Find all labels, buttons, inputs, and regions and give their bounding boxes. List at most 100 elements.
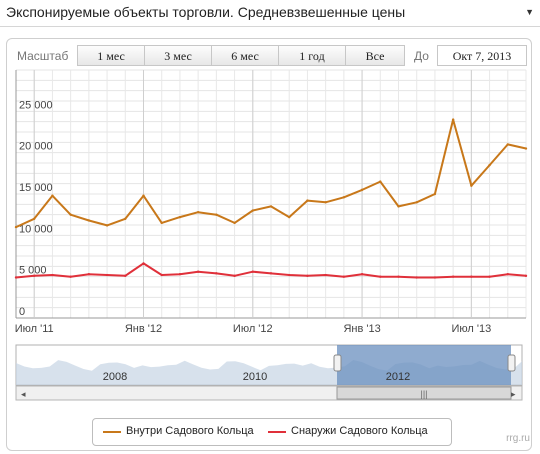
y-tick-label: 25 000: [19, 99, 53, 111]
data-point: [470, 275, 473, 278]
data-point: [196, 270, 200, 273]
plot-grid: [15, 69, 527, 319]
data-point: [288, 273, 291, 277]
data-point: [196, 210, 200, 214]
legend: Внутри Садового Кольца Снаружи Садового …: [92, 418, 452, 446]
data-point: [51, 194, 54, 197]
data-point: [488, 275, 491, 278]
y-tick-label: 5 000: [19, 265, 47, 277]
data-point: [69, 275, 72, 278]
data-point: [433, 192, 437, 196]
x-tick-label: Июл '11: [15, 323, 54, 335]
data-point: [379, 275, 382, 278]
data-point: [14, 225, 18, 229]
data-point: [124, 274, 127, 278]
data-point: [360, 272, 364, 276]
range-button-all[interactable]: Все: [345, 45, 405, 66]
data-point: [87, 272, 91, 276]
data-point: [160, 273, 163, 277]
x-tick-label: Июл '13: [451, 323, 491, 335]
data-point: [415, 201, 418, 204]
data-point: [470, 184, 473, 187]
data-point: [178, 272, 182, 276]
data-point: [51, 273, 54, 277]
data-point: [33, 217, 36, 220]
data-point: [269, 205, 273, 208]
data-point: [215, 213, 218, 216]
range-button-1y[interactable]: 1 год: [278, 45, 346, 66]
data-point: [324, 273, 327, 277]
data-point: [160, 221, 163, 225]
dropdown-arrow-icon[interactable]: ▼: [525, 7, 534, 17]
data-point: [506, 143, 509, 146]
data-point: [324, 201, 327, 204]
data-point: [488, 163, 491, 167]
y-tick-label: 20 000: [19, 141, 53, 153]
data-point: [142, 194, 145, 197]
data-point: [415, 276, 418, 279]
data-point: [69, 213, 72, 216]
legend-item-outside[interactable]: Снаружи Садового Кольца: [291, 425, 428, 437]
y-tick-label: 10 000: [19, 223, 53, 235]
data-point: [124, 217, 127, 220]
dataset-select[interactable]: Экспонируемые объекты торговли. Средневз…: [0, 0, 540, 27]
data-point: [379, 180, 382, 183]
data-point: [269, 272, 273, 275]
data-point: [451, 118, 455, 121]
data-point: [233, 221, 236, 225]
navigator-left-handle[interactable]: [333, 354, 342, 372]
series-lines: [14, 118, 528, 279]
navigator-selected-range: [337, 345, 511, 385]
data-point: [342, 196, 346, 199]
scroll-right-icon: ▸: [511, 389, 516, 399]
legend-swatch-inside: [103, 431, 121, 433]
dataset-select-value: Экспонируемые объекты торговли. Средневз…: [6, 4, 406, 20]
data-point: [306, 274, 309, 278]
data-point: [142, 262, 145, 265]
data-point: [178, 215, 182, 219]
data-point: [14, 276, 18, 279]
data-point: [451, 275, 455, 278]
data-point: [33, 274, 36, 278]
x-tick-label: Янв '12: [125, 323, 162, 335]
x-tick-label: Июл '12: [233, 323, 273, 335]
data-point: [342, 275, 346, 278]
navigator-year-label: 2008: [103, 371, 127, 383]
navigator-right-handle[interactable]: [507, 354, 516, 372]
legend-item-inside[interactable]: Внутри Садового Кольца: [126, 425, 254, 437]
data-point: [397, 205, 400, 208]
watermark: rrg.ru: [506, 433, 530, 444]
range-to-label: До: [414, 49, 429, 63]
navigator-scrollbar-thumb[interactable]: [336, 386, 512, 400]
data-point: [105, 273, 109, 277]
data-point: [105, 224, 109, 227]
data-point: [306, 199, 309, 202]
data-point: [215, 272, 218, 275]
range-label: Масштаб: [17, 49, 69, 63]
navigator: 2008 2010 2012 ||| ◂ ▸: [15, 344, 523, 401]
data-point: [524, 274, 528, 278]
data-point: [288, 215, 291, 219]
y-tick-label: 15 000: [19, 182, 53, 194]
y-axis-ticks: 0 5 000 10 000 15 000 20 000 25 000: [19, 99, 53, 318]
x-axis-ticks: Июл '11 Янв '12 Июл '12 Янв '13 Июл '13: [15, 70, 491, 335]
data-point: [433, 276, 437, 279]
data-point: [251, 270, 254, 273]
data-point: [251, 209, 254, 212]
navigator-year-label: 2012: [386, 371, 410, 383]
y-tick-label: 0: [19, 306, 25, 318]
range-to-date-input[interactable]: Окт 7, 2013: [437, 45, 527, 66]
data-point: [233, 274, 236, 278]
range-selector: Масштаб 1 мес 3 мес 6 мес 1 год Все До О…: [17, 45, 527, 67]
legend-swatch-outside: [268, 431, 286, 433]
navigator-year-label: 2010: [243, 371, 267, 383]
data-point: [360, 188, 364, 192]
scroll-left-icon: ◂: [21, 389, 26, 399]
scrollbar-grip-icon: |||: [420, 389, 427, 399]
data-point: [506, 272, 509, 276]
data-point: [524, 147, 528, 150]
data-point: [397, 275, 400, 278]
data-point: [87, 219, 91, 222]
x-tick-label: Янв '13: [343, 323, 380, 335]
